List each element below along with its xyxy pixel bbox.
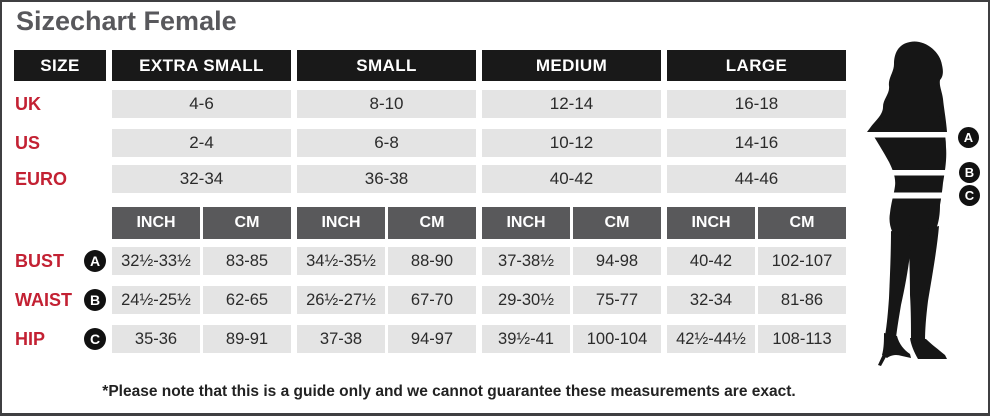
table-row-bust: BUST A 32½-33½ 83-85 34½-35½ 88-90 37-38… [14, 247, 846, 275]
table-row-us: US 2-4 6-8 10-12 14-16 [14, 129, 846, 157]
cell-waist-m-inch: 29-30½ [482, 286, 570, 314]
figure-marker-a-badge: A [958, 127, 979, 148]
cell-us-small: 6-8 [297, 129, 476, 157]
cell-uk-small: 8-10 [297, 90, 476, 118]
cell-us-medium: 10-12 [482, 129, 661, 157]
unit-header-inch-extra-small: INCH [112, 207, 200, 239]
column-header-size: SIZE [14, 50, 106, 81]
unit-header-inch-medium: INCH [482, 207, 570, 239]
cell-bust-xs-cm: 83-85 [203, 247, 291, 275]
unit-header-cm-medium: CM [573, 207, 661, 239]
unit-header-inch-large: INCH [667, 207, 755, 239]
cell-bust-s-cm: 88-90 [388, 247, 476, 275]
figure-marker-c-badge: C [959, 185, 980, 206]
row-label-euro: EURO [15, 168, 68, 189]
unit-header-cm-large: CM [758, 207, 846, 239]
cell-uk-medium: 12-14 [482, 90, 661, 118]
row-label-bust: BUST A [14, 247, 106, 275]
unit-row-spacer [14, 207, 106, 239]
bust-label: BUST [15, 250, 64, 271]
column-header-medium: MEDIUM [482, 50, 661, 81]
cell-bust-s-inch: 34½-35½ [297, 247, 385, 275]
row-label-uk: UK [15, 93, 41, 114]
page-title: Sizechart Female [16, 6, 237, 36]
cell-hip-s-cm: 94-97 [388, 325, 476, 353]
marker-b-badge: B [84, 289, 106, 311]
disclaimer-note: *Please note that this is a guide only a… [102, 383, 796, 400]
table-header-row: SIZE EXTRA SMALL SMALL MEDIUM LARGE [14, 50, 846, 81]
cell-hip-xs-inch: 35-36 [112, 325, 200, 353]
cell-waist-l-inch: 32-34 [667, 286, 755, 314]
unit-header-row: INCH CM INCH CM INCH CM INCH CM [14, 207, 846, 239]
row-label-us: US [15, 132, 41, 153]
cell-waist-xs-cm: 62-65 [203, 286, 291, 314]
cell-us-large: 14-16 [667, 129, 846, 157]
cell-waist-m-cm: 75-77 [573, 286, 661, 314]
cell-waist-s-inch: 26½-27½ [297, 286, 385, 314]
column-header-small: SMALL [297, 50, 476, 81]
cell-euro-small: 36-38 [297, 165, 476, 193]
cell-hip-xs-cm: 89-91 [203, 325, 291, 353]
female-silhouette-figure: A B C [860, 37, 990, 377]
cell-hip-m-cm: 100-104 [573, 325, 661, 353]
size-table: SIZE EXTRA SMALL SMALL MEDIUM LARGE UK 4… [14, 50, 846, 353]
row-label-waist: WAIST B [14, 286, 106, 314]
column-header-extra-small: EXTRA SMALL [112, 50, 291, 81]
marker-c-badge: C [84, 328, 106, 350]
cell-bust-l-inch: 40-42 [667, 247, 755, 275]
cell-us-extra-small: 2-4 [112, 129, 291, 157]
cell-euro-medium: 40-42 [482, 165, 661, 193]
cell-hip-l-cm: 108-113 [758, 325, 846, 353]
table-row-uk: UK 4-6 8-10 12-14 16-18 [14, 90, 846, 118]
cell-waist-l-cm: 81-86 [758, 286, 846, 314]
female-silhouette-icon [860, 41, 956, 366]
waist-label: WAIST [15, 289, 72, 310]
cell-hip-s-inch: 37-38 [297, 325, 385, 353]
cell-euro-large: 44-46 [667, 165, 846, 193]
table-row-hip: HIP C 35-36 89-91 37-38 94-97 39½-41 100… [14, 325, 846, 353]
figure-marker-b-badge: B [959, 162, 980, 183]
hip-label: HIP [15, 328, 46, 349]
unit-header-inch-small: INCH [297, 207, 385, 239]
cell-bust-l-cm: 102-107 [758, 247, 846, 275]
cell-euro-extra-small: 32-34 [112, 165, 291, 193]
cell-bust-m-inch: 37-38½ [482, 247, 570, 275]
cell-hip-m-inch: 39½-41 [482, 325, 570, 353]
cell-waist-s-cm: 67-70 [388, 286, 476, 314]
column-header-large: LARGE [667, 50, 846, 81]
cell-uk-extra-small: 4-6 [112, 90, 291, 118]
row-label-hip: HIP C [14, 325, 106, 353]
cell-bust-m-cm: 94-98 [573, 247, 661, 275]
table-row-waist: WAIST B 24½-25½ 62-65 26½-27½ 67-70 29-3… [14, 286, 846, 314]
unit-header-cm-small: CM [388, 207, 476, 239]
cell-uk-large: 16-18 [667, 90, 846, 118]
cell-bust-xs-inch: 32½-33½ [112, 247, 200, 275]
marker-a-badge: A [84, 250, 106, 272]
table-row-euro: EURO 32-34 36-38 40-42 44-46 [14, 165, 846, 193]
cell-waist-xs-inch: 24½-25½ [112, 286, 200, 314]
cell-hip-l-inch: 42½-44½ [667, 325, 755, 353]
unit-header-cm-extra-small: CM [203, 207, 291, 239]
